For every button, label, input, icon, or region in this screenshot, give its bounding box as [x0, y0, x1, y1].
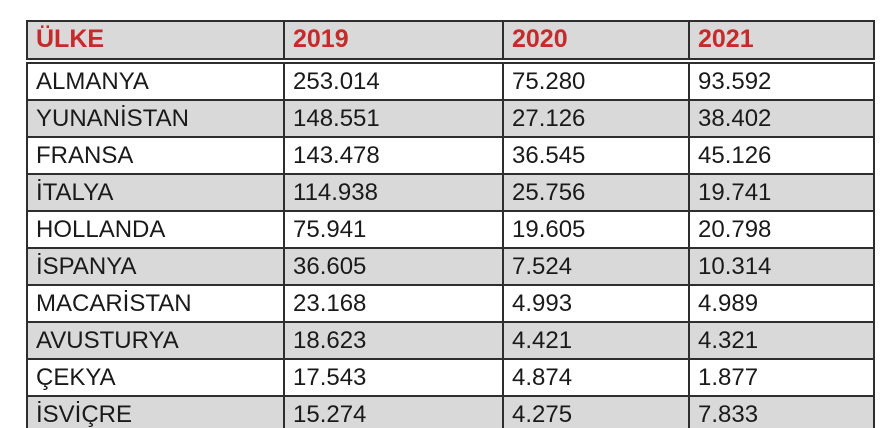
value-cell: 27.126: [502, 99, 690, 138]
value-cell: 15.274: [283, 395, 504, 428]
country-cell: ALMANYA: [26, 60, 285, 101]
value-cell: 114.938: [283, 173, 504, 212]
country-cell: AVUSTURYA: [26, 321, 285, 360]
value-cell: 4.989: [688, 284, 875, 323]
value-cell: 4.275: [502, 395, 690, 428]
value-cell: 143.478: [283, 136, 504, 175]
table-row: YUNANİSTAN 148.551 27.126 38.402: [26, 99, 875, 138]
value-cell: 20.798: [688, 210, 875, 249]
table-body: ALMANYA 253.014 75.280 93.592 YUNANİSTAN…: [26, 60, 875, 428]
value-cell: 93.592: [688, 60, 875, 101]
value-cell: 17.543: [283, 358, 504, 397]
table-row: ALMANYA 253.014 75.280 93.592: [26, 60, 875, 101]
value-cell: 25.756: [502, 173, 690, 212]
value-cell: 18.623: [283, 321, 504, 360]
country-cell: HOLLANDA: [26, 210, 285, 249]
country-cell: MACARİSTAN: [26, 284, 285, 323]
table-row: İSVİÇRE 15.274 4.275 7.833: [26, 395, 875, 428]
country-year-table: ÜLKE 2019 2020 2021 ALMANYA 253.014 75.2…: [26, 20, 875, 428]
value-cell: 19.741: [688, 173, 875, 212]
value-cell: 4.993: [502, 284, 690, 323]
value-cell: 19.605: [502, 210, 690, 249]
value-cell: 75.280: [502, 60, 690, 101]
country-cell: YUNANİSTAN: [26, 99, 285, 138]
value-cell: 38.402: [688, 99, 875, 138]
table-row: ÇEKYA 17.543 4.874 1.877: [26, 358, 875, 397]
header-cell-2021: 2021: [688, 20, 875, 64]
table-header: ÜLKE 2019 2020 2021: [26, 20, 875, 64]
country-cell: FRANSA: [26, 136, 285, 175]
country-cell: İTALYA: [26, 173, 285, 212]
value-cell: 253.014: [283, 60, 504, 101]
table-row: FRANSA 143.478 36.545 45.126: [26, 136, 875, 175]
header-cell-country: ÜLKE: [26, 20, 285, 64]
value-cell: 36.605: [283, 247, 504, 286]
table-row: İSPANYA 36.605 7.524 10.314: [26, 247, 875, 286]
header-row: ÜLKE 2019 2020 2021: [26, 20, 875, 64]
value-cell: 7.833: [688, 395, 875, 428]
country-cell: ÇEKYA: [26, 358, 285, 397]
value-cell: 10.314: [688, 247, 875, 286]
header-cell-2019: 2019: [283, 20, 504, 64]
table-row: İTALYA 114.938 25.756 19.741: [26, 173, 875, 212]
value-cell: 1.877: [688, 358, 875, 397]
table-row: HOLLANDA 75.941 19.605 20.798: [26, 210, 875, 249]
value-cell: 23.168: [283, 284, 504, 323]
table-row: AVUSTURYA 18.623 4.421 4.321: [26, 321, 875, 360]
value-cell: 45.126: [688, 136, 875, 175]
value-cell: 75.941: [283, 210, 504, 249]
country-cell: İSVİÇRE: [26, 395, 285, 428]
country-cell: İSPANYA: [26, 247, 285, 286]
header-cell-2020: 2020: [502, 20, 690, 64]
value-cell: 4.874: [502, 358, 690, 397]
value-cell: 148.551: [283, 99, 504, 138]
value-cell: 4.321: [688, 321, 875, 360]
value-cell: 4.421: [502, 321, 690, 360]
table-row: MACARİSTAN 23.168 4.993 4.989: [26, 284, 875, 323]
value-cell: 7.524: [502, 247, 690, 286]
value-cell: 36.545: [502, 136, 690, 175]
